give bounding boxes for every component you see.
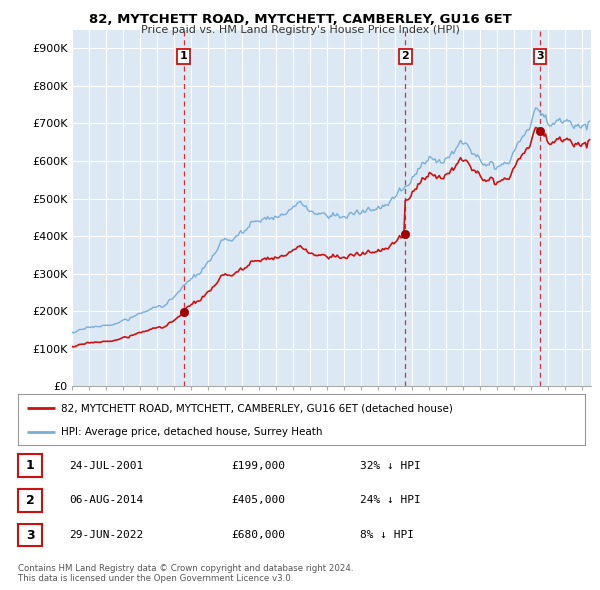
Text: HPI: Average price, detached house, Surrey Heath: HPI: Average price, detached house, Surr… <box>61 428 322 437</box>
Text: £680,000: £680,000 <box>231 530 285 540</box>
Text: 32% ↓ HPI: 32% ↓ HPI <box>360 461 421 470</box>
Text: 2: 2 <box>401 51 409 61</box>
Text: £405,000: £405,000 <box>231 496 285 505</box>
Text: 06-AUG-2014: 06-AUG-2014 <box>69 496 143 505</box>
Text: 82, MYTCHETT ROAD, MYTCHETT, CAMBERLEY, GU16 6ET: 82, MYTCHETT ROAD, MYTCHETT, CAMBERLEY, … <box>89 13 511 26</box>
Text: 82, MYTCHETT ROAD, MYTCHETT, CAMBERLEY, GU16 6ET (detached house): 82, MYTCHETT ROAD, MYTCHETT, CAMBERLEY, … <box>61 403 452 413</box>
Text: £199,000: £199,000 <box>231 461 285 470</box>
Text: Price paid vs. HM Land Registry's House Price Index (HPI): Price paid vs. HM Land Registry's House … <box>140 25 460 35</box>
Text: 29-JUN-2022: 29-JUN-2022 <box>69 530 143 540</box>
Text: 3: 3 <box>26 529 34 542</box>
Text: 2: 2 <box>26 494 34 507</box>
Text: 24% ↓ HPI: 24% ↓ HPI <box>360 496 421 505</box>
Text: 1: 1 <box>180 51 188 61</box>
Text: 3: 3 <box>536 51 544 61</box>
Text: 1: 1 <box>26 459 34 472</box>
Text: 24-JUL-2001: 24-JUL-2001 <box>69 461 143 470</box>
Text: Contains HM Land Registry data © Crown copyright and database right 2024.
This d: Contains HM Land Registry data © Crown c… <box>18 563 353 583</box>
Text: 8% ↓ HPI: 8% ↓ HPI <box>360 530 414 540</box>
